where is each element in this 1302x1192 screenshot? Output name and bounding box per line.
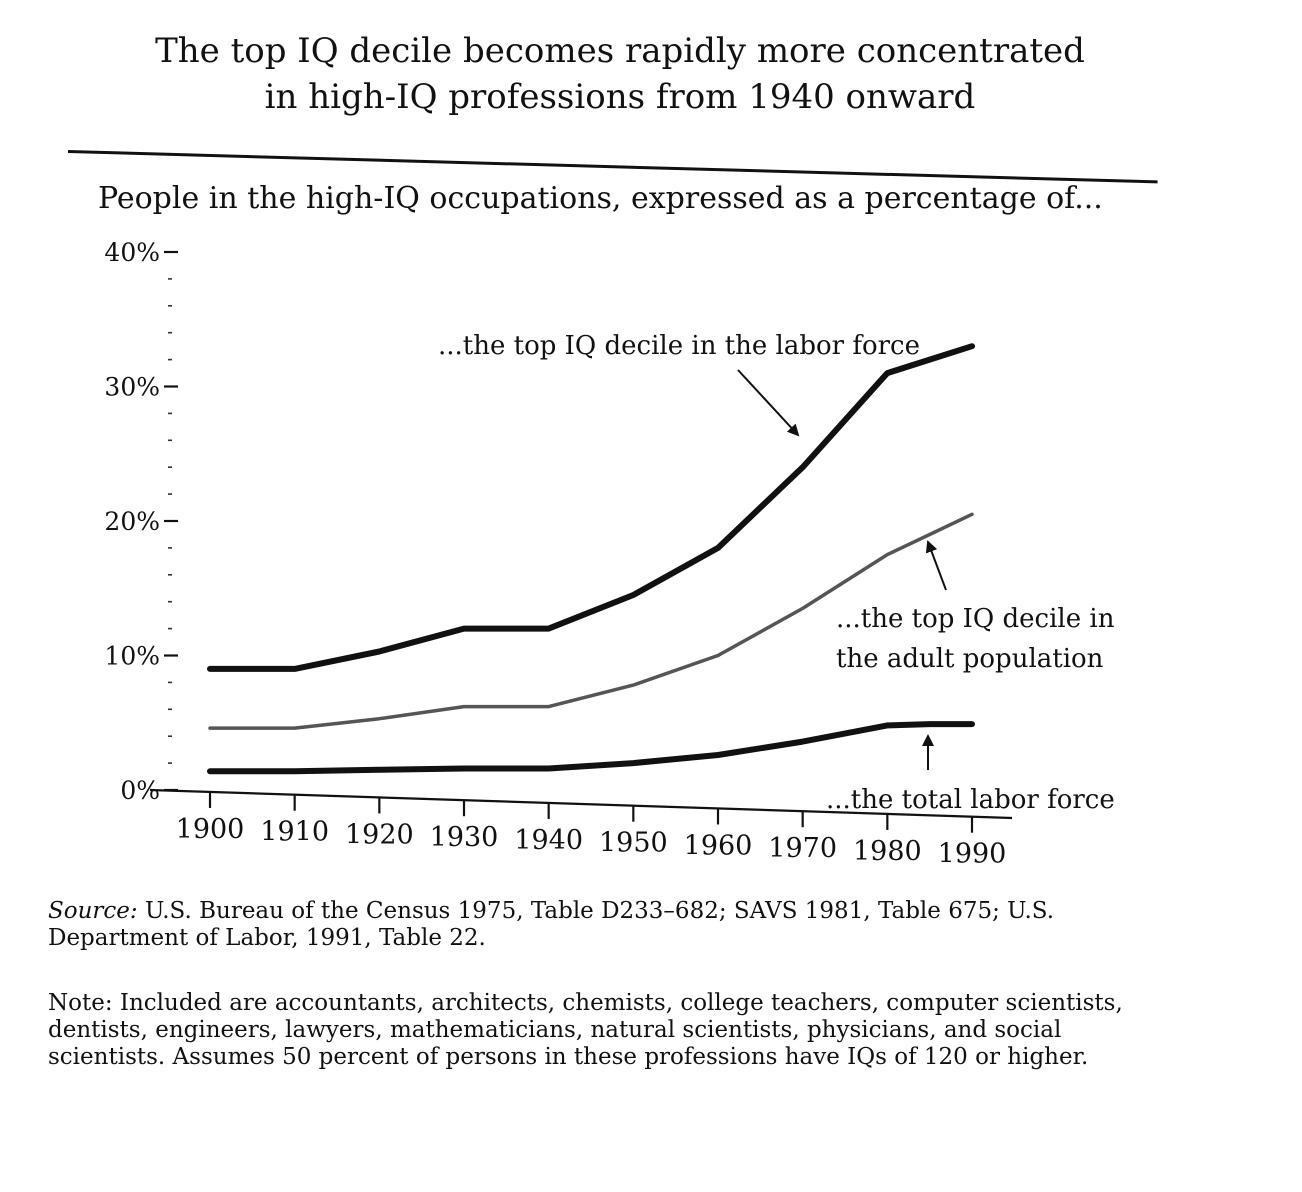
annotation-arrow <box>737 369 800 437</box>
annotation-label: ...the top IQ decile in <box>836 604 1115 634</box>
chart-axes: 0%10%20%30%40%1900 1910 1920 1930 1940 1950 19… <box>104 238 1013 870</box>
x-tick-label: 1920 <box>345 819 414 850</box>
annotation-label: the adult population <box>836 644 1104 674</box>
x-tick-label: 1940 <box>514 825 583 856</box>
x-tick-label: 1990 <box>938 839 1007 870</box>
line-chart: 0%10%20%30%40%1900 1910 1920 1930 1940 1950 19… <box>104 238 1115 870</box>
series-line <box>208 512 974 730</box>
source-note: Source: U.S. Bureau of the Census 1975, … <box>48 898 1158 952</box>
x-tick-label: 1970 <box>768 833 837 864</box>
series-line <box>207 721 975 775</box>
x-tick-label: 1930 <box>430 822 499 853</box>
y-tick-label: 30% <box>104 373 160 402</box>
annotation-label: ...the top IQ decile in the labor force <box>438 331 920 361</box>
footnote: Note: Included are accountants, architec… <box>48 990 1123 1070</box>
y-tick-label: 20% <box>104 507 160 536</box>
source-text: U.S. Bureau of the Census 1975, Table D2… <box>48 898 1055 951</box>
title-line-1: The top IQ decile becomes rapidly more c… <box>155 31 1085 71</box>
chart-annotations: ...the top IQ decile in the labor force.… <box>438 331 1115 815</box>
annotation-label: ...the total labor force <box>826 785 1115 815</box>
source-label: Source: <box>48 898 138 924</box>
x-tick-label: 1900 <box>176 814 245 845</box>
x-tick-label: 1950 <box>599 828 668 859</box>
chart-lines <box>207 343 975 775</box>
x-tick-label: 1910 <box>260 817 329 848</box>
title-rule <box>67 150 1158 184</box>
title-line-2: in high-IQ professions from 1940 onward <box>264 77 976 117</box>
chart-title: The top IQ decile becomes rapidly more c… <box>120 28 1120 120</box>
y-tick-label: 10% <box>104 642 160 671</box>
x-axis-line <box>149 788 1013 820</box>
series-line <box>207 343 975 672</box>
x-tick-label: 1980 <box>853 836 922 867</box>
annotation-arrow <box>925 540 947 591</box>
chart-subtitle: People in the high-IQ occupations, expre… <box>98 181 1103 216</box>
y-tick-label: 40% <box>104 238 160 267</box>
x-tick-label: 1960 <box>684 830 753 861</box>
